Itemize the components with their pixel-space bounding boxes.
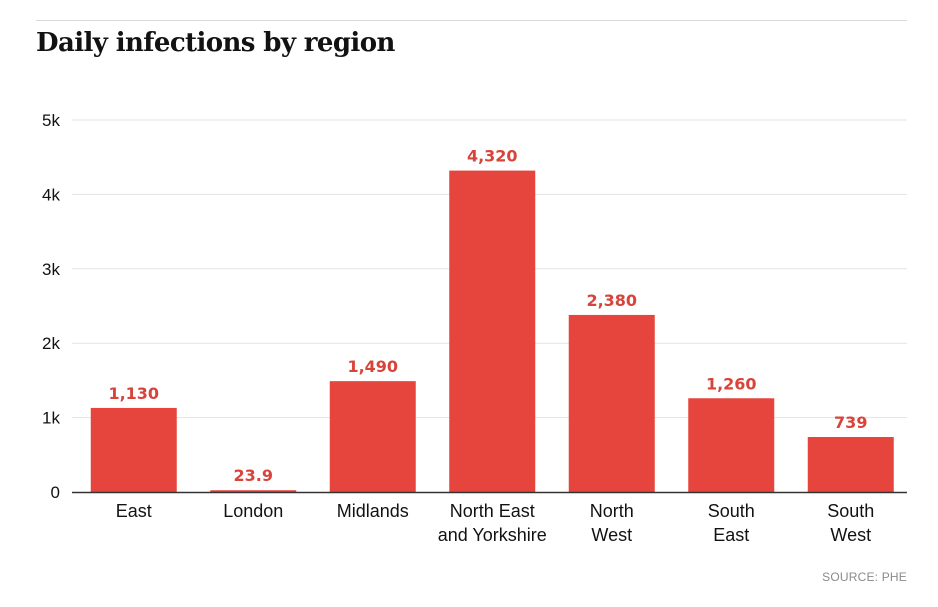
data-label: 1,130 xyxy=(108,384,159,403)
y-tick-label: 1k xyxy=(42,409,60,428)
y-tick-label: 2k xyxy=(42,334,60,353)
chart-title: Daily infections by region xyxy=(36,28,395,58)
y-tick-label: 5k xyxy=(42,111,60,130)
x-tick-label: North xyxy=(590,501,634,521)
source-note: SOURCE: PHE xyxy=(822,570,907,584)
x-tick-label: and Yorkshire xyxy=(438,525,547,545)
x-tick-label: South xyxy=(827,501,874,521)
y-axis-ticks: 0 1k 2k 3k 4k 5k xyxy=(42,111,60,502)
data-label: 23.9 xyxy=(234,466,273,485)
y-tick-label: 4k xyxy=(42,185,60,204)
bar xyxy=(449,170,536,493)
data-label: 1,260 xyxy=(706,374,757,393)
bar xyxy=(688,398,775,492)
bars xyxy=(90,170,894,493)
data-label: 4,320 xyxy=(467,147,518,166)
data-label: 1,490 xyxy=(347,357,398,376)
bar xyxy=(90,407,177,492)
y-tick-label: 3k xyxy=(42,260,60,279)
data-label: 2,380 xyxy=(586,291,637,310)
x-tick-label: London xyxy=(223,501,283,521)
top-divider xyxy=(36,20,907,21)
data-labels: 1,130 23.9 1,490 4,320 2,380 1,260 739 xyxy=(108,147,867,486)
x-tick-label: West xyxy=(830,525,871,545)
y-tick-label: 0 xyxy=(51,483,60,502)
bar xyxy=(568,314,655,492)
x-tick-label: East xyxy=(713,525,749,545)
x-tick-label: South xyxy=(708,501,755,521)
bar xyxy=(807,437,894,492)
x-tick-label: Midlands xyxy=(337,501,409,521)
bar xyxy=(329,381,416,492)
data-label: 739 xyxy=(834,413,867,432)
x-axis-categories: East London Midlands North East and Yorkshir… xyxy=(116,501,875,545)
x-tick-label: West xyxy=(591,525,632,545)
x-tick-label: North East xyxy=(450,501,535,521)
bar xyxy=(210,490,297,492)
x-tick-label: East xyxy=(116,501,152,521)
